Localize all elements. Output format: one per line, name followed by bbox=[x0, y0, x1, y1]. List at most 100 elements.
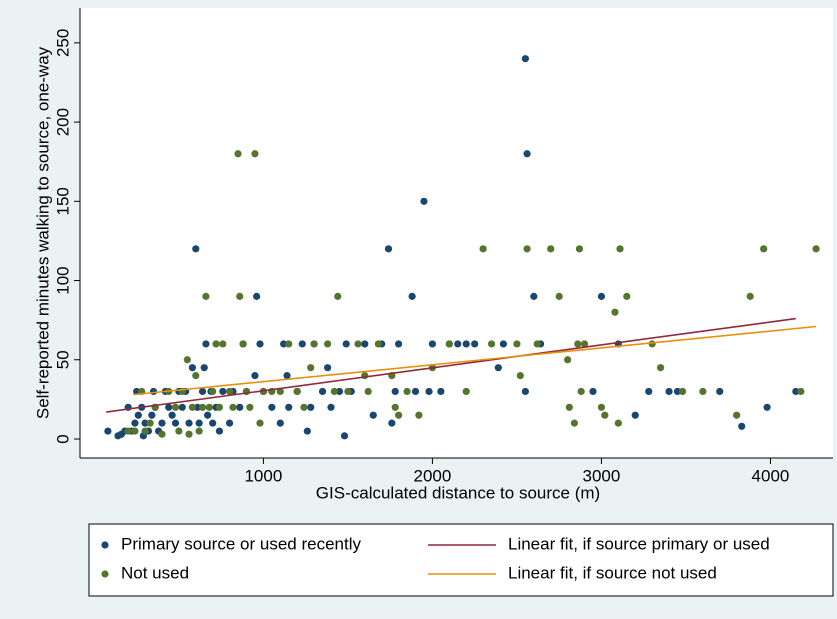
point bbox=[425, 387, 433, 396]
point bbox=[738, 422, 746, 430]
point bbox=[276, 387, 284, 396]
point bbox=[307, 403, 315, 411]
point bbox=[589, 387, 597, 396]
x-tick-label: 3000 bbox=[583, 466, 621, 485]
point bbox=[209, 387, 217, 396]
y-tick-label: 0 bbox=[53, 434, 72, 443]
point bbox=[185, 419, 193, 427]
fit-line bbox=[133, 325, 817, 396]
point bbox=[601, 411, 609, 419]
point bbox=[428, 340, 437, 348]
point bbox=[251, 150, 259, 158]
point bbox=[616, 245, 624, 253]
point bbox=[521, 387, 529, 396]
point bbox=[131, 419, 139, 427]
point bbox=[198, 387, 207, 396]
point bbox=[547, 245, 555, 253]
y-tick-label: 100 bbox=[53, 266, 72, 294]
point bbox=[185, 430, 193, 438]
point bbox=[268, 403, 276, 411]
point bbox=[631, 411, 639, 419]
point bbox=[300, 403, 308, 411]
point bbox=[516, 372, 524, 380]
point bbox=[256, 419, 264, 427]
point bbox=[229, 403, 237, 411]
point bbox=[408, 292, 416, 300]
point bbox=[479, 245, 487, 253]
y-axis-title: Self-reported minutes walking to source,… bbox=[33, 46, 52, 419]
point bbox=[212, 340, 220, 348]
point bbox=[335, 387, 344, 396]
point bbox=[374, 340, 382, 348]
point bbox=[104, 427, 112, 435]
fit-line bbox=[106, 317, 796, 413]
point bbox=[318, 387, 327, 396]
point bbox=[324, 340, 332, 348]
point bbox=[344, 387, 352, 396]
legend-label: Primary source or used recently bbox=[121, 534, 361, 553]
point bbox=[183, 356, 191, 364]
point bbox=[797, 387, 805, 396]
point bbox=[310, 340, 318, 348]
point bbox=[225, 387, 234, 396]
point bbox=[149, 387, 158, 396]
point bbox=[285, 340, 293, 348]
point bbox=[193, 403, 202, 411]
point bbox=[234, 150, 242, 158]
point bbox=[395, 340, 403, 348]
point bbox=[575, 245, 584, 253]
point bbox=[283, 372, 291, 380]
point bbox=[330, 387, 338, 396]
legend-label: Linear fit, if source primary or used bbox=[508, 534, 770, 553]
point bbox=[645, 387, 653, 396]
point bbox=[580, 340, 589, 348]
y-tick-label: 150 bbox=[53, 187, 72, 215]
point bbox=[369, 411, 377, 419]
point bbox=[597, 292, 606, 300]
point bbox=[236, 292, 244, 300]
point bbox=[665, 387, 673, 396]
point bbox=[521, 55, 529, 63]
point bbox=[746, 292, 754, 300]
point bbox=[533, 340, 541, 348]
point bbox=[202, 340, 210, 348]
y-tick-label: 250 bbox=[53, 29, 72, 57]
point bbox=[445, 340, 453, 348]
point bbox=[523, 245, 531, 253]
point bbox=[555, 292, 563, 300]
point bbox=[513, 340, 521, 348]
point bbox=[251, 372, 259, 380]
point bbox=[188, 364, 197, 372]
point bbox=[364, 387, 372, 396]
legend-label: Linear fit, if source not used bbox=[508, 563, 717, 582]
point bbox=[648, 340, 656, 348]
point bbox=[471, 340, 479, 348]
point bbox=[246, 403, 254, 411]
point bbox=[342, 340, 350, 348]
point bbox=[209, 419, 217, 427]
point bbox=[384, 245, 393, 253]
point bbox=[574, 340, 582, 348]
point bbox=[276, 419, 284, 427]
point bbox=[195, 419, 203, 427]
point bbox=[577, 387, 585, 396]
point bbox=[280, 340, 288, 348]
point bbox=[611, 308, 619, 316]
point bbox=[792, 387, 800, 396]
point bbox=[192, 372, 200, 380]
point bbox=[411, 387, 420, 396]
point bbox=[200, 364, 208, 372]
point bbox=[219, 340, 227, 348]
point bbox=[327, 403, 335, 411]
point bbox=[340, 432, 349, 440]
x-axis-title: GIS-calculated distance to source (m) bbox=[316, 483, 600, 502]
point bbox=[124, 427, 132, 435]
point bbox=[564, 356, 572, 364]
point bbox=[158, 430, 166, 438]
point bbox=[614, 419, 622, 427]
point bbox=[716, 387, 724, 396]
y-tick-label: 50 bbox=[53, 350, 72, 369]
point bbox=[733, 411, 741, 419]
x-tick-label: 4000 bbox=[752, 466, 790, 485]
